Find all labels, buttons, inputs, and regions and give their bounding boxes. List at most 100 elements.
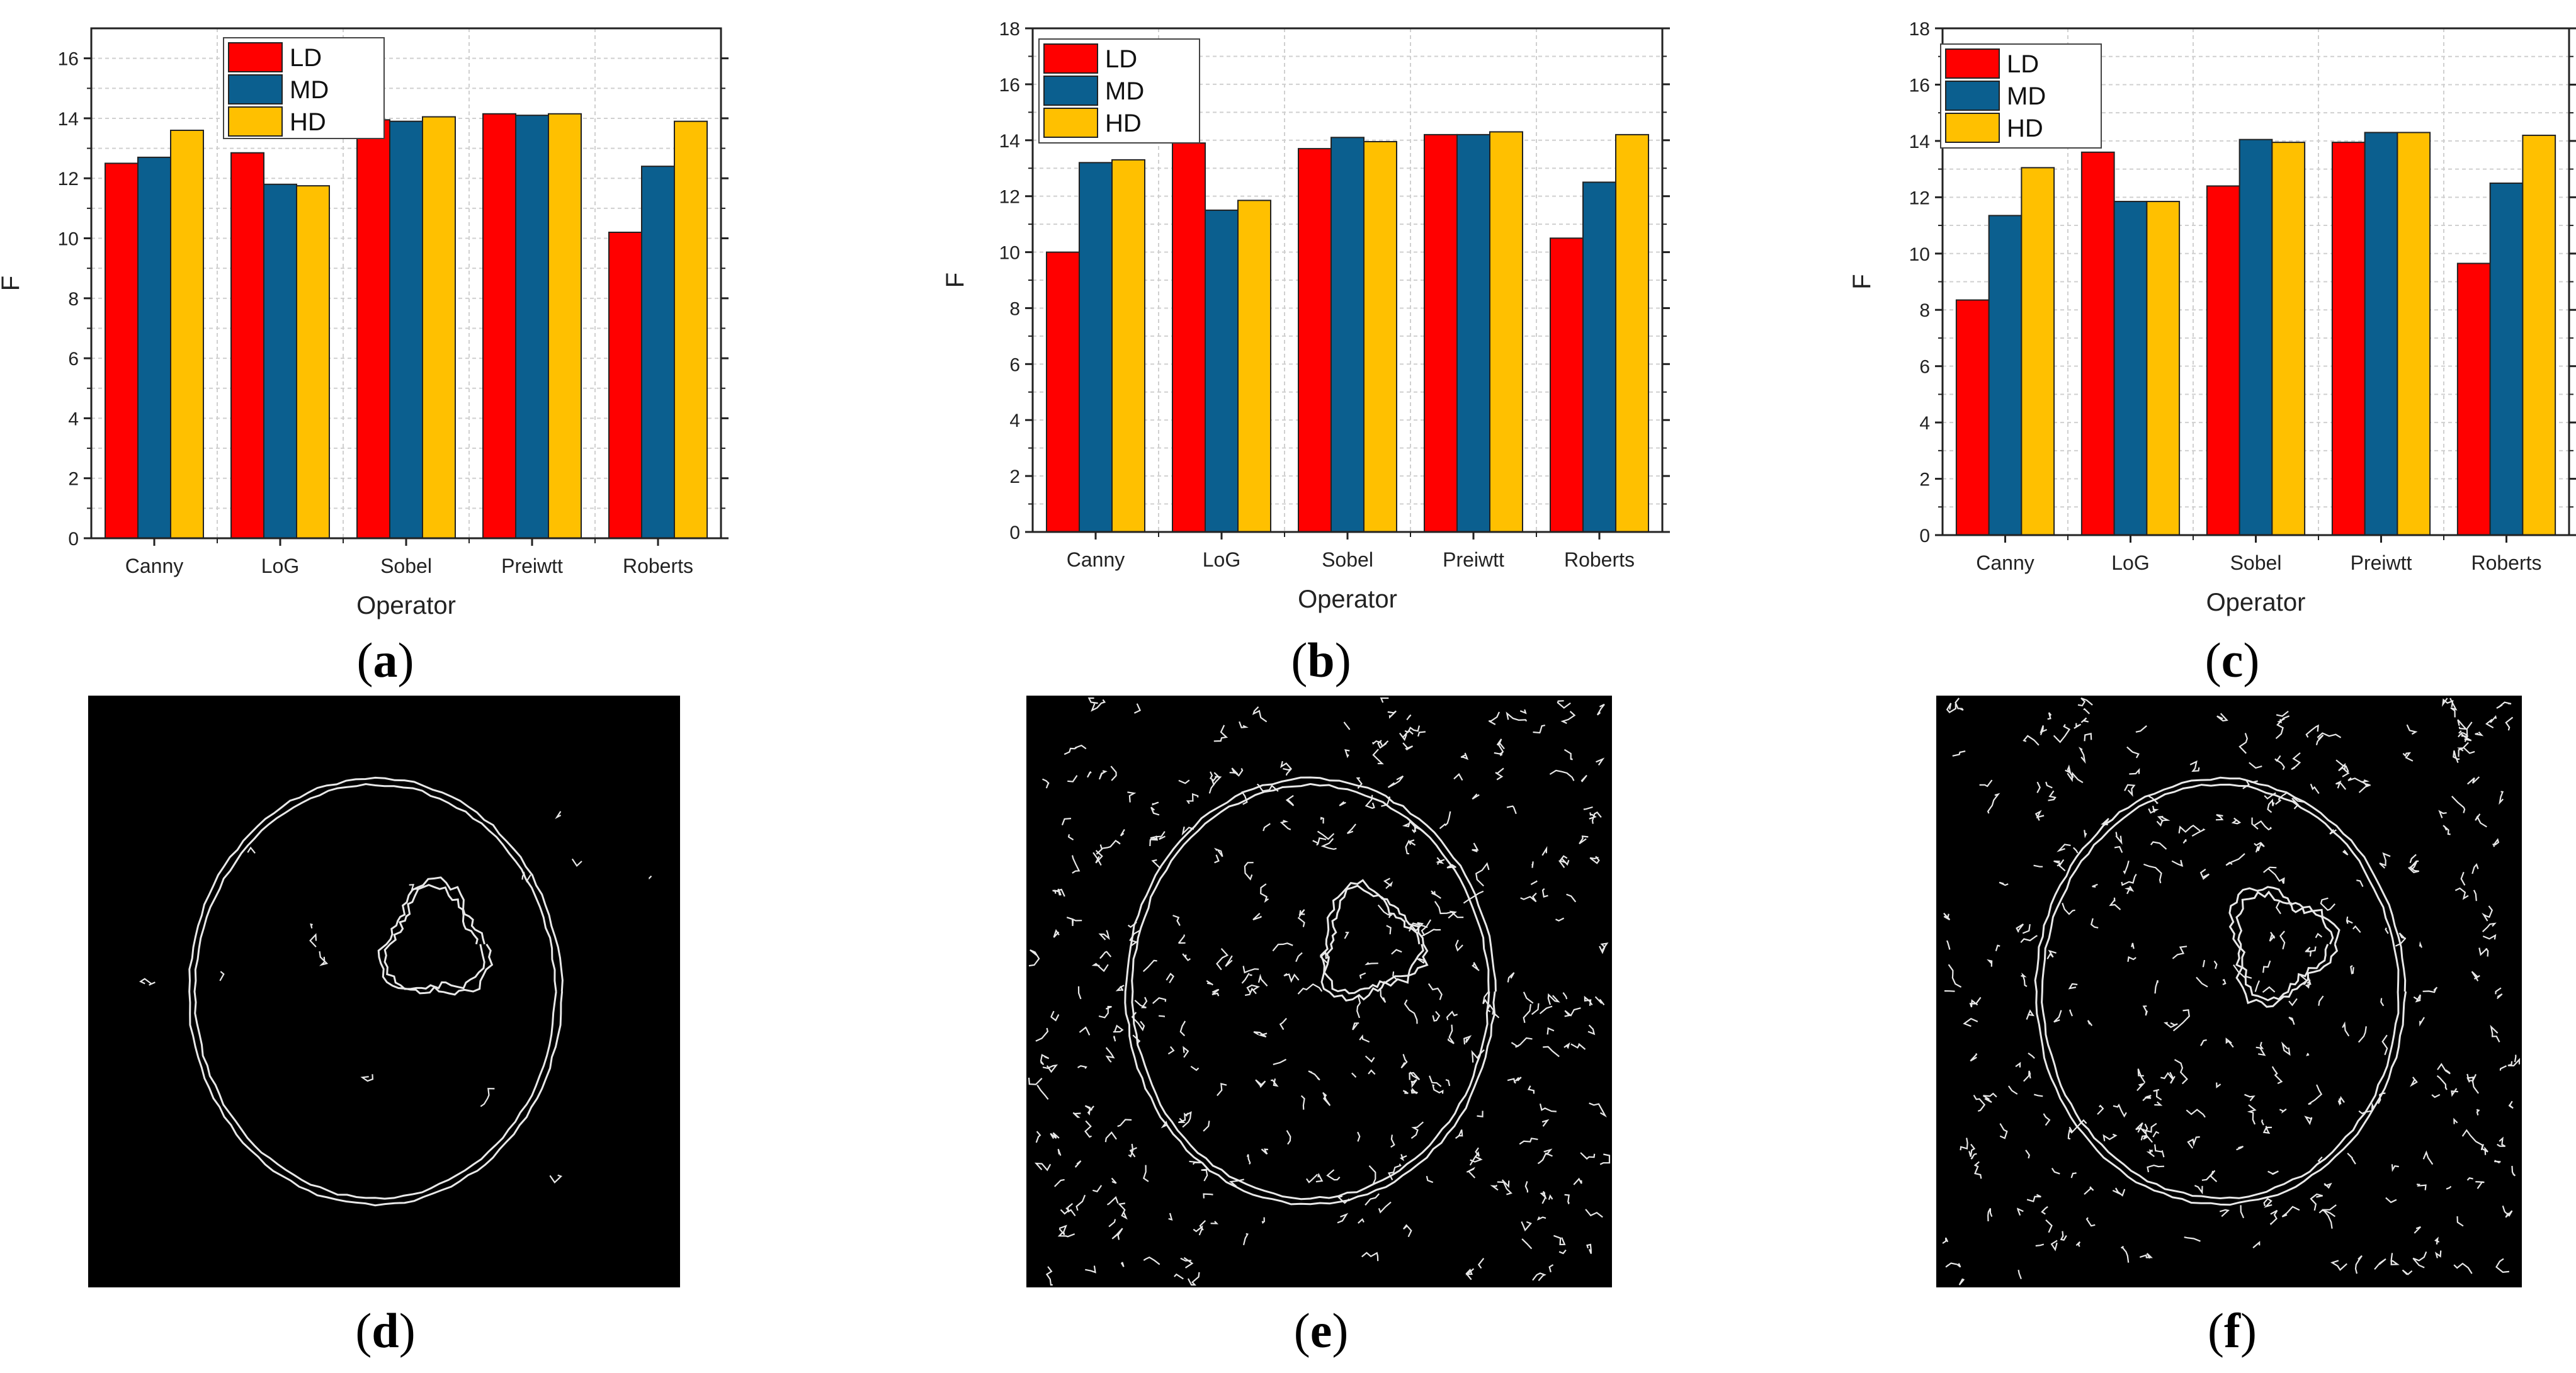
- edge-noise-fragment: [1521, 1238, 1533, 1250]
- edge-noise-fragment: [1040, 1054, 1050, 1066]
- edge-noise-fragment: [2315, 932, 2323, 939]
- legend-label-md: MD: [290, 76, 329, 104]
- edge-noise-fragment: [2069, 1009, 2074, 1017]
- edge-noise-fragment: [2247, 1104, 2257, 1125]
- edge-noise-fragment: [1486, 1003, 1494, 1015]
- edge-noise-fragment: [1343, 721, 1351, 730]
- edge-noise-fragment: [2255, 842, 2265, 853]
- edge-noise-fragment: [2160, 1071, 2174, 1081]
- edge-noise-fragment: [2274, 755, 2285, 771]
- panel-label-paren: (: [1294, 1303, 1310, 1358]
- edge-noise-fragment: [1446, 864, 1456, 869]
- edge-noise-fragment: [2438, 810, 2447, 818]
- edge-noise-fragment: [1279, 820, 1291, 830]
- edge-noise-fragment: [1970, 1053, 1978, 1062]
- edge-noise-fragment: [555, 811, 562, 820]
- edge-noise-fragment: [2379, 852, 2391, 869]
- x-tick-label: Canny: [1067, 548, 1125, 571]
- bar-hd-preiwtt: [548, 113, 582, 539]
- chart-panel-c: 0 2 4 6 8 10 12 14 16 18 Canny LoG Sobel Preiwtt Rober…: [1848, 19, 2576, 616]
- y-axis-title: F: [0, 276, 25, 291]
- edge-noise-fragment: [2478, 947, 2489, 957]
- edge-noise-fragment: [1365, 1055, 1375, 1063]
- edge-noise-fragment: [247, 846, 256, 854]
- bar-ld-log: [1172, 142, 1206, 533]
- edge-noise-fragment: [2172, 946, 2187, 959]
- edge-noise-fragment: [2437, 1063, 2451, 1075]
- x-axis-title: Operator: [1298, 585, 1397, 613]
- y-tick-label: 4: [1919, 413, 1930, 434]
- edge-image-background: [1026, 696, 1612, 1287]
- edge-noise-fragment: [1496, 738, 1505, 752]
- edge-noise-fragment: [2113, 1104, 2127, 1118]
- edge-noise-fragment: [2028, 1053, 2035, 1059]
- edge-noise-fragment: [1448, 1024, 1455, 1044]
- panel-label-paren: ): [2240, 1303, 2257, 1358]
- edge-noise-fragment: [1246, 984, 1260, 993]
- edge-noise-fragment: [2514, 1054, 2517, 1063]
- edge-noise-fragment: [2505, 716, 2514, 731]
- edge-noise-fragment: [1297, 983, 1323, 995]
- edge-noise-fragment: [2040, 725, 2048, 735]
- bar-hd-log: [1237, 200, 1271, 533]
- edge-noise-fragment: [1131, 1012, 1145, 1032]
- edge-noise-fragment: [1127, 921, 1137, 928]
- edge-noise-fragment: [1213, 847, 1223, 857]
- edge-noise-fragment: [2148, 805, 2159, 814]
- x-tick-label: Canny: [1976, 551, 2034, 574]
- panel-label-e: (e): [1294, 1303, 1349, 1358]
- edge-noise-fragment: [1409, 922, 1428, 929]
- edge-noise-fragment: [2275, 792, 2288, 805]
- edge-noise-fragment: [1377, 740, 1389, 749]
- edge-noise-fragment: [1469, 1147, 1480, 1166]
- edge-noise-fragment: [1057, 1232, 1075, 1238]
- edge-noise-fragment: [1035, 1131, 1041, 1143]
- edge-noise-fragment: [2352, 925, 2361, 933]
- edge-noise-fragment: [1042, 1064, 1058, 1073]
- bar-hd-preiwtt: [2397, 132, 2431, 536]
- edge-noise-fragment: [1113, 1036, 1116, 1042]
- edge-noise-fragment: [1106, 1196, 1119, 1206]
- edge-noise-fragment: [2187, 1136, 2200, 1149]
- legend-label-hd: HD: [2007, 115, 2043, 142]
- y-axis-title: F: [941, 273, 969, 288]
- edge-noise-fragment: [1446, 1010, 1458, 1020]
- edge-noise-fragment: [1405, 839, 1412, 855]
- edge-noise-fragment: [2378, 1092, 2386, 1104]
- edge-noise-fragment: [1543, 1046, 1560, 1058]
- edge-noise-fragment: [2453, 750, 2460, 764]
- edge-noise-fragment: [2216, 713, 2228, 722]
- edge-noise-fragment: [2402, 1269, 2413, 1275]
- bar-ld-canny: [1046, 251, 1080, 533]
- panel-label-paren: ): [2243, 633, 2259, 687]
- edge-noise-fragment: [1455, 1129, 1463, 1139]
- edge-noise-fragment: [319, 951, 329, 966]
- edge-noise-fragment: [1344, 932, 1349, 939]
- edge-noise-fragment: [1352, 1022, 1359, 1031]
- edge-noise-fragment: [2087, 1020, 2093, 1026]
- panel-label-paren: (: [355, 1303, 372, 1358]
- edge-noise-fragment: [2102, 1133, 2118, 1141]
- edge-noise-fragment: [2033, 864, 2043, 867]
- edge-noise-fragment: [2060, 1231, 2067, 1241]
- edge-noise-fragment: [1952, 750, 1966, 757]
- edge-noise-fragment: [1111, 1228, 1123, 1240]
- edge-noise-fragment: [1533, 725, 1546, 734]
- edge-noise-fragment: [1968, 1143, 1976, 1157]
- edge-noise-fragment: [1570, 1043, 1586, 1050]
- edge-noise-fragment: [1431, 891, 1436, 896]
- inner-contour: [2228, 886, 2341, 1008]
- edge-noise-fragment: [1225, 955, 1233, 967]
- edge-noise-fragment: [2329, 828, 2337, 835]
- edge-noise-fragment: [1151, 859, 1162, 869]
- edge-noise-fragment: [2189, 760, 2200, 772]
- edge-noise-fragment: [1532, 1272, 1546, 1282]
- edge-noise-fragment: [2262, 986, 2276, 993]
- edge-noise-fragment: [1539, 1103, 1557, 1112]
- edge-noise-fragment: [1383, 878, 1393, 890]
- edge-noise-fragment: [2310, 1193, 2323, 1211]
- edge-noise-fragment: [1359, 972, 1366, 979]
- edge-noise-fragment: [2293, 796, 2305, 803]
- edge-noise-fragment: [1108, 1219, 1116, 1228]
- edge-noise-fragment: [1096, 844, 1103, 855]
